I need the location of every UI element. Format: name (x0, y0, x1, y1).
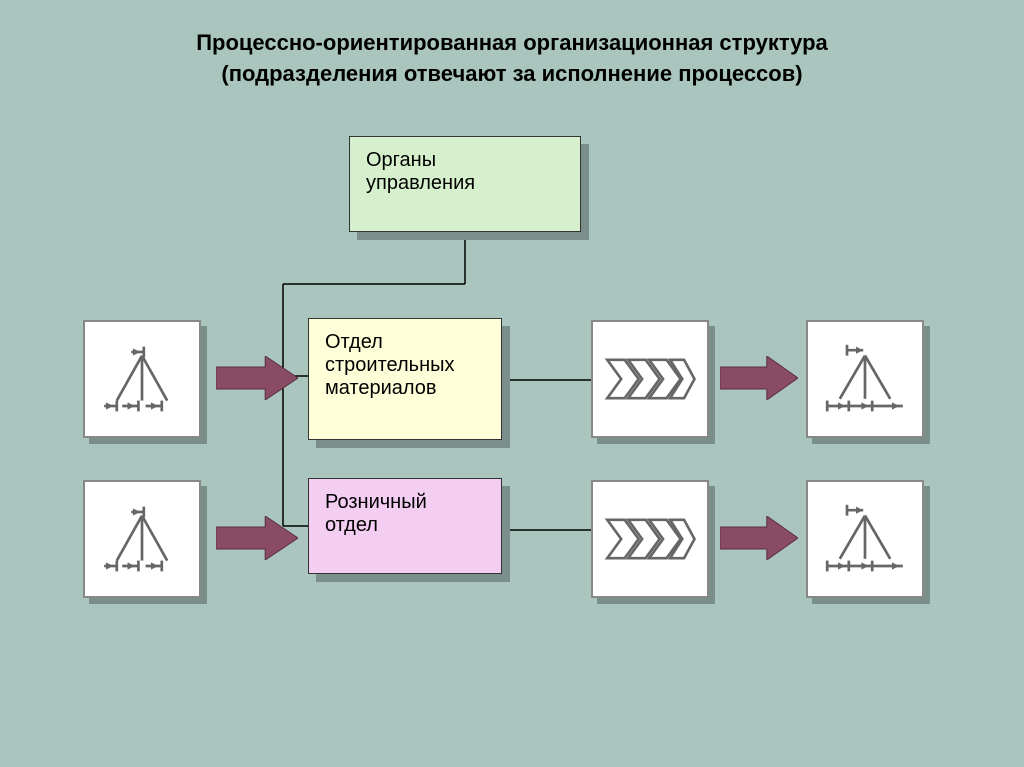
tree_right_top-icon (806, 320, 924, 438)
tree_left_top-icon (83, 320, 201, 438)
title-line1: Процессно-ориентированная организационна… (196, 30, 828, 55)
tree_left_bottom-icon (83, 480, 201, 598)
block-arrow-1 (216, 516, 298, 560)
box-retail-label: Розничный отдел (325, 491, 427, 537)
box-retail: Розничный отдел (308, 478, 502, 574)
box-management-label: Органы управления (366, 149, 475, 195)
box-construction: Отдел строительных материалов (308, 318, 502, 440)
box-management: Органы управления (349, 136, 581, 232)
title-line2: (подразделения отвечают за исполнение пр… (221, 61, 802, 86)
chevron_bottom-icon (591, 480, 709, 598)
page-title: Процессно-ориентированная организационна… (0, 28, 1024, 90)
block-arrow-3 (720, 516, 798, 560)
tree_right_bottom-icon (806, 480, 924, 598)
block-arrow-0 (216, 356, 298, 400)
block-arrow-2 (720, 356, 798, 400)
chevron_top-icon (591, 320, 709, 438)
box-construction-label: Отдел строительных материалов (325, 331, 454, 400)
